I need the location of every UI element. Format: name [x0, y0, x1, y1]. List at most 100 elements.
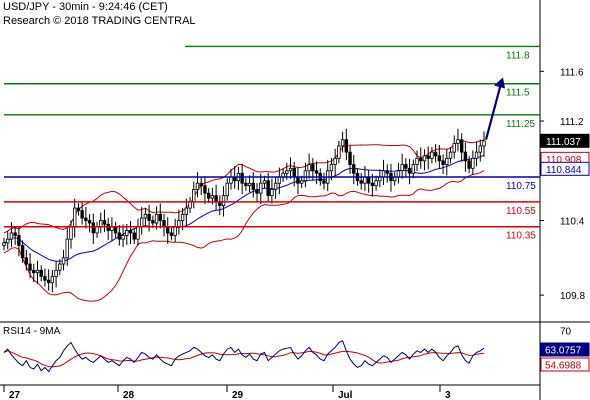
candle	[344, 128, 349, 161]
candle-body	[102, 220, 107, 225]
candle	[299, 175, 304, 189]
candle	[419, 147, 423, 169]
candle-body	[299, 180, 304, 184]
rsi-panel: 70 63.0757 54.6988	[3, 326, 590, 373]
candle	[9, 222, 14, 248]
candle-body	[39, 269, 43, 277]
candle	[255, 182, 259, 203]
candle	[99, 212, 103, 234]
y-tick-label: 110.4	[560, 217, 585, 228]
candle-body	[61, 257, 66, 265]
candle-body	[95, 226, 99, 234]
level-label-110.35: 110.35	[506, 231, 536, 242]
candle	[65, 228, 69, 266]
candle-body	[381, 170, 386, 178]
candle-body	[139, 217, 144, 228]
price-label-text: 111.037	[546, 137, 581, 148]
candle-body	[270, 189, 274, 197]
candle	[396, 162, 401, 184]
candle	[389, 163, 393, 192]
candle	[426, 146, 430, 170]
candle-body	[154, 213, 159, 224]
candle-body	[69, 226, 73, 240]
price-label-box	[540, 161, 590, 176]
candle	[385, 164, 389, 183]
candle	[392, 172, 397, 186]
candle	[13, 226, 17, 245]
level-label-110.55: 110.55	[506, 206, 536, 217]
candle	[400, 153, 404, 179]
candle-body	[456, 139, 460, 144]
candle	[437, 144, 442, 169]
candle-body	[411, 164, 416, 174]
candle	[448, 147, 453, 164]
candle	[80, 202, 84, 225]
candle	[270, 178, 274, 204]
candle	[277, 167, 282, 195]
candle-body	[214, 195, 218, 203]
x-tick-label: 29	[232, 390, 244, 400]
rsi-line	[3, 340, 485, 373]
candle	[218, 195, 222, 216]
candle-body	[158, 213, 162, 221]
price-label-text: 110.908	[546, 155, 582, 166]
rsi-value-box	[540, 357, 590, 372]
candle	[288, 157, 293, 179]
price-label: 111.037	[540, 133, 590, 148]
candle-body	[329, 164, 334, 172]
bollinger-lower	[3, 170, 485, 302]
candle-body	[28, 263, 32, 271]
candle-body	[244, 182, 248, 187]
candle-body	[206, 192, 211, 199]
ma-line	[3, 154, 485, 262]
candle	[151, 215, 155, 228]
candle	[359, 172, 363, 190]
candle-body	[426, 155, 430, 159]
candle	[136, 218, 140, 246]
candle-body	[125, 230, 129, 236]
candle-body	[20, 244, 25, 259]
candle	[225, 178, 229, 201]
candle	[32, 263, 36, 283]
candle	[259, 173, 263, 205]
candle-body	[17, 235, 21, 246]
candle-body	[251, 182, 256, 190]
candle-body	[366, 176, 371, 184]
candle	[247, 175, 252, 193]
candle	[24, 249, 29, 271]
candle	[366, 170, 371, 193]
candle-body	[113, 226, 118, 234]
candle-body	[177, 220, 181, 228]
candle	[333, 148, 337, 176]
candle-body	[99, 220, 103, 228]
candle-body	[13, 232, 17, 236]
candle	[169, 227, 174, 241]
candle	[236, 166, 241, 191]
candle	[422, 149, 427, 171]
candle	[166, 217, 170, 244]
candle	[54, 260, 58, 288]
candle-body	[352, 164, 356, 174]
candle	[147, 204, 151, 232]
candle	[296, 167, 300, 195]
chart-title: USD/JPY - 30min - 9:24:46 (CET)	[3, 1, 168, 13]
candle-body	[169, 232, 174, 236]
candle-body	[247, 182, 252, 187]
candle-body	[9, 232, 14, 240]
candle	[337, 140, 341, 164]
arrow-head	[494, 77, 505, 89]
candle	[143, 207, 148, 228]
candle	[113, 221, 118, 238]
candle-body	[84, 217, 88, 221]
candle	[474, 141, 479, 167]
level-label-111.8: 111.8	[506, 50, 530, 61]
candle	[17, 225, 21, 257]
candle	[340, 131, 345, 153]
candle-body	[136, 226, 140, 240]
candle-body	[117, 232, 122, 240]
candle	[50, 270, 55, 293]
candle	[307, 153, 311, 179]
candle	[84, 207, 88, 229]
candle	[244, 178, 248, 191]
